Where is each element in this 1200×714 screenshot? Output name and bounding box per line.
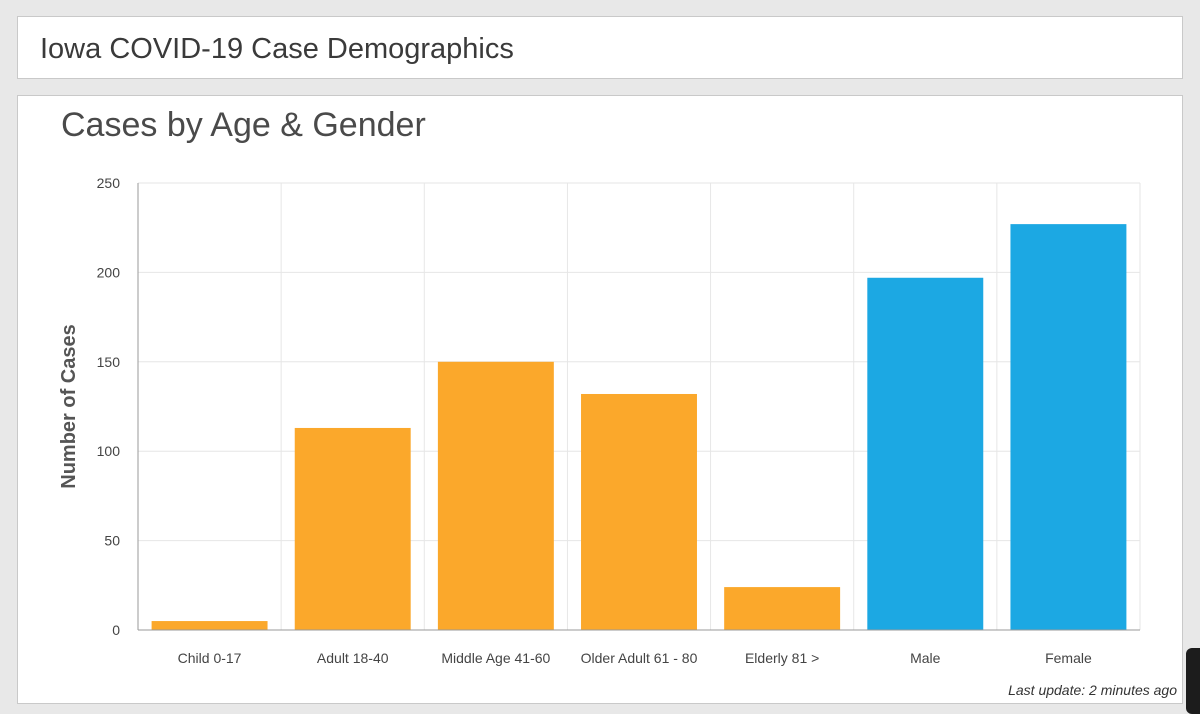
label-layer: 0 50 100 150 200 250 Child 0-17 Adult 18-40 Midd… [58, 175, 1092, 666]
side-panel-tab[interactable] [1186, 648, 1200, 714]
last-update-text: Last update: 2 minutes ago [1008, 682, 1177, 698]
x-tick-label: Female [1045, 650, 1092, 666]
y-tick-label: 50 [104, 533, 120, 549]
header-panel: Iowa COVID-19 Case Demographics [17, 16, 1183, 79]
x-tick-label: Older Adult 61 - 80 [581, 650, 698, 666]
axis-layer [137, 183, 1140, 631]
x-tick-label: Adult 18-40 [317, 650, 389, 666]
y-tick-label: 200 [97, 264, 121, 280]
x-tick-label: Child 0-17 [178, 650, 242, 666]
y-axis-title: Number of Cases [58, 324, 80, 489]
y-tick-label: 250 [97, 175, 121, 191]
bar [867, 277, 984, 630]
bar-chart: 0 50 100 150 200 250 Child 0-17 Adult 18-40 Midd… [58, 175, 1141, 666]
x-tick-label: Elderly 81 > [745, 650, 819, 666]
y-tick-label: 150 [97, 354, 121, 370]
bar [151, 621, 268, 630]
bar-layer [151, 224, 1127, 630]
y-tick-label: 100 [97, 443, 121, 459]
bar [1010, 224, 1127, 630]
x-tick-label: Male [910, 650, 941, 666]
chart-panel: Cases by Age & Gender 0 50 100 150 200 250 Chi… [17, 95, 1183, 704]
page-title: Iowa COVID-19 Case Demographics [40, 33, 514, 65]
bar [581, 393, 697, 630]
bar [437, 361, 554, 630]
y-tick-label: 0 [112, 622, 120, 638]
bar [294, 427, 411, 630]
x-tick-label: Middle Age 41-60 [441, 650, 550, 666]
chart-title: Cases by Age & Gender [61, 106, 426, 144]
bar [724, 587, 841, 630]
